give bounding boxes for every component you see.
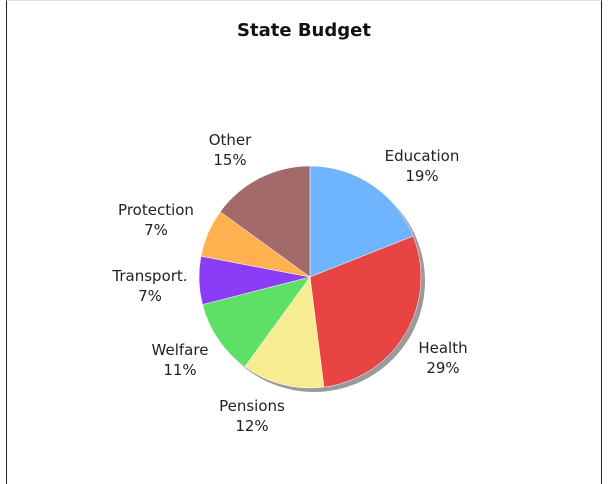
pie-slice-other (219, 165, 311, 278)
slice-label-percent: 15% (213, 151, 246, 169)
pie-slice-education (309, 165, 414, 278)
pie-slice-pensions (244, 276, 325, 389)
pie-slice-welfare (202, 276, 311, 368)
slice-label-percent: 19% (405, 167, 438, 185)
slice-label-name: Education (385, 147, 460, 165)
slice-label-name: Health (418, 339, 467, 357)
slice-label-name: Welfare (152, 341, 209, 359)
slice-label-transport: Transport. 7% (111, 267, 187, 305)
slice-label-welfare: Welfare 11% (152, 341, 209, 379)
slice-label-pensions: Pensions 12% (219, 397, 285, 435)
slice-label-percent: 29% (426, 359, 459, 377)
slice-label-name: Transport. (111, 267, 187, 285)
chart-title: State Budget (237, 20, 371, 41)
slice-label-name: Protection (118, 201, 194, 219)
slice-label-percent: 7% (138, 287, 162, 305)
slice-label-percent: 12% (235, 417, 268, 435)
slice-label-other: Other 15% (209, 131, 252, 169)
slice-label-name: Other (209, 131, 252, 149)
pie-slice-health (309, 235, 422, 388)
slice-label-percent: 7% (144, 221, 168, 239)
slice-label-health: Health 29% (418, 339, 467, 377)
slice-label-name: Pensions (219, 397, 285, 415)
slice-label-education: Education 19% (385, 147, 460, 185)
slice-label-percent: 11% (163, 361, 196, 379)
slice-label-protection: Protection 7% (118, 201, 194, 239)
